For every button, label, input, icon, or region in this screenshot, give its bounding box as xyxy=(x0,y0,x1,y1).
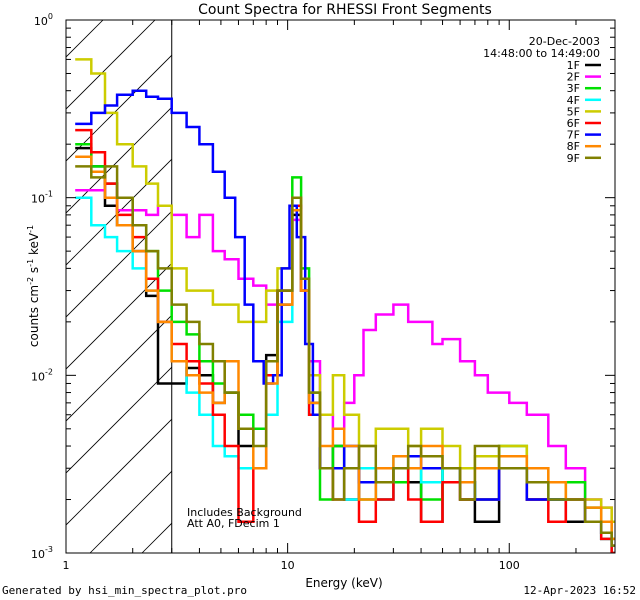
hatch-line xyxy=(298,0,640,553)
x-tick-label: 10 xyxy=(281,559,295,572)
hatch-line xyxy=(66,20,156,110)
hatch-line xyxy=(141,522,172,553)
legend-label-5F: 5F xyxy=(567,105,580,118)
axis-ticks: 1 10 100 10-3 10-2 10-1 100 xyxy=(31,12,616,572)
hatch-line xyxy=(66,262,172,370)
hatch-line xyxy=(66,366,172,474)
series-line-8F xyxy=(75,155,615,541)
x-tick-label: 100 xyxy=(499,559,520,572)
x-axis-label: Energy (keV) xyxy=(305,576,382,590)
series-line-5F xyxy=(75,58,615,523)
legend-label-6F: 6F xyxy=(567,117,580,130)
footer-timestamp: 12-Apr-2023 16:52 xyxy=(523,584,636,597)
series-line-7F xyxy=(75,89,615,547)
y-tick-label: 10-3 xyxy=(31,545,53,561)
y-axis-label: counts cm-2 s-1 keV-1 xyxy=(26,225,41,347)
y-tick-label: 10-2 xyxy=(31,367,53,383)
hatch-line xyxy=(66,210,172,318)
hatch-line xyxy=(0,0,118,553)
y-tick-label: 10-1 xyxy=(31,190,53,206)
date-label: 20-Dec-2003 xyxy=(529,35,600,48)
hatch-line xyxy=(66,314,172,422)
x-tick-label: 1 xyxy=(63,559,70,572)
chart-title: Count Spectra for RHESSI Front Segments xyxy=(198,2,492,18)
legend-label-1F: 1F xyxy=(567,59,580,72)
series-line-9F xyxy=(75,165,615,547)
hatch-line xyxy=(66,20,104,58)
legend-label-9F: 9F xyxy=(567,152,580,165)
hatch-line xyxy=(402,0,640,553)
y-tick-label: 100 xyxy=(34,12,53,28)
note-attenuator: Att A0, FDecim 1 xyxy=(187,517,280,530)
legend-label-7F: 7F xyxy=(567,129,580,142)
legend-label-2F: 2F xyxy=(567,71,580,84)
legend-label-8F: 8F xyxy=(567,140,580,153)
hatch-line xyxy=(454,0,640,553)
note-background: Includes Background xyxy=(187,506,302,519)
footer-generated-by: Generated by hsi_min_spectra_plot.pro xyxy=(2,584,247,597)
legend-label-4F: 4F xyxy=(567,94,580,107)
hatch-line xyxy=(66,418,172,526)
hatch-line xyxy=(66,54,172,162)
time-range-label: 14:48:00 to 14:49:00 xyxy=(483,47,600,60)
legend-label-3F: 3F xyxy=(567,82,580,95)
hatch-line xyxy=(66,158,172,266)
series-lines xyxy=(75,58,615,553)
plot-frame xyxy=(65,19,616,554)
